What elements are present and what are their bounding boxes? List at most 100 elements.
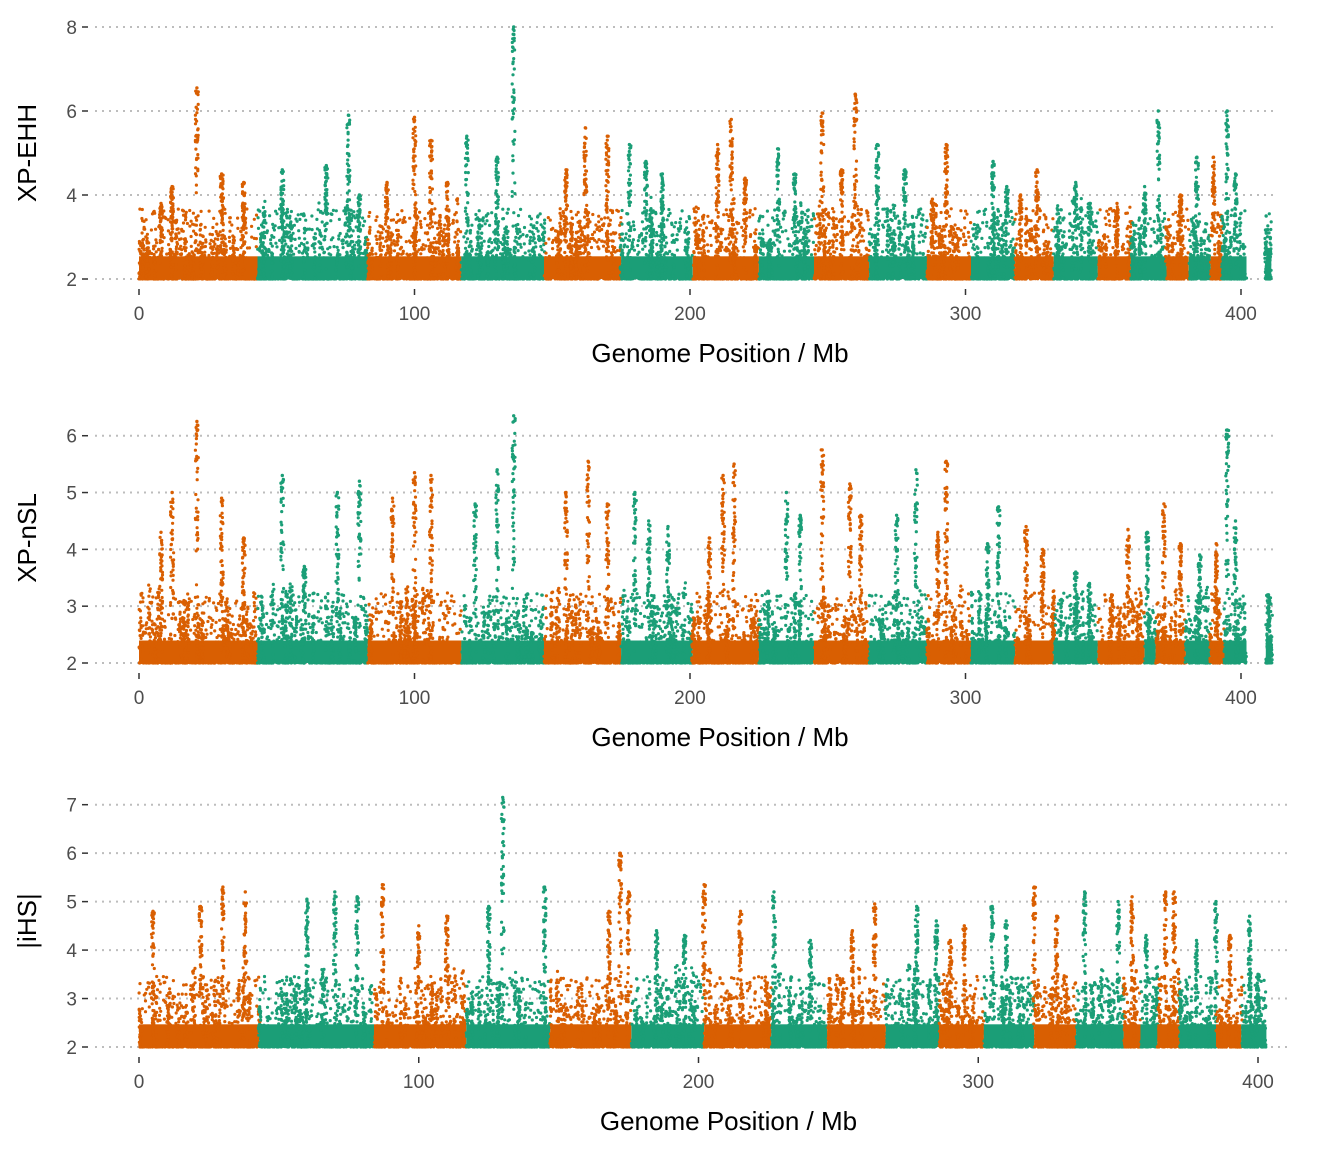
chromosome-14-points (1074, 890, 1126, 1049)
base-band (1140, 1024, 1158, 1047)
x-tick-label: 200 (674, 304, 706, 325)
chromosome-21-points (1264, 593, 1274, 665)
chromosome-12-points (969, 505, 1017, 665)
y-tick-label: 3 (66, 597, 77, 618)
x-tick-label: 400 (1242, 1072, 1274, 1093)
chromosome-6-points (629, 929, 706, 1049)
x-axis-title: Genome Position / Mb (591, 722, 848, 752)
y-tick-label: 6 (66, 102, 77, 123)
chromosome-4-points (459, 25, 547, 281)
base-band (550, 1024, 632, 1047)
chromosome-1-points (137, 885, 262, 1049)
x-axis-title: Genome Position / Mb (600, 1106, 857, 1136)
chromosome-3-points (366, 471, 463, 665)
chromosome-14-points (1052, 180, 1100, 281)
base-band (139, 256, 258, 279)
chromosome-10-points (884, 904, 942, 1049)
chromosome-16-points (1129, 109, 1169, 281)
base-band (1123, 1024, 1141, 1047)
chromosome-7-points (691, 117, 761, 281)
chromosome-16-points (1139, 933, 1160, 1049)
panel-3: 2 3 4 5 6 7 0 100 200 300 400 Genome Position / Mb |… (12, 796, 1290, 1136)
y-axis-title: XP-EHH (12, 104, 42, 202)
chromosome-5-points (542, 126, 623, 281)
chromosome-9-points (812, 448, 871, 665)
chromosome-12-points (969, 159, 1017, 281)
chromosome-1-points (137, 419, 259, 665)
chromosome-13-points (1013, 524, 1057, 665)
y-tick-label: 8 (66, 18, 77, 39)
base-band (1015, 640, 1054, 663)
chromosome-3-points (366, 115, 463, 281)
base-band (704, 1024, 772, 1047)
chromosome-13-points (1013, 168, 1056, 281)
base-band (466, 1024, 551, 1047)
x-tick-label: 300 (962, 1072, 994, 1093)
chromosome-6-points (618, 142, 695, 281)
base-band (544, 640, 622, 663)
chromosome-5-points (548, 851, 633, 1049)
x-axis-title: Genome Position / Mb (591, 338, 848, 368)
base-band (1034, 1024, 1077, 1047)
y-tick-label: 2 (66, 654, 77, 675)
chromosome-18-points (1183, 553, 1212, 665)
data-points (137, 414, 1274, 665)
chromosome-21-points (1263, 212, 1273, 281)
y-axis-title: XP-nSL (12, 493, 42, 583)
chromosome-18-points (1177, 899, 1220, 1049)
chromosome-20-points (1240, 914, 1268, 1049)
chromosome-10-points (867, 142, 929, 281)
chromosome-7-points (701, 883, 773, 1049)
chromosome-19-points (1208, 542, 1226, 665)
x-tick-label: 300 (950, 688, 982, 709)
y-tick-label: 6 (66, 844, 77, 865)
x-tick-label: 400 (1225, 688, 1257, 709)
chromosome-3-points (372, 883, 468, 1049)
x-tick-label: 100 (403, 1072, 435, 1093)
base-band (1097, 256, 1131, 279)
y-tick-label: 2 (66, 1038, 77, 1059)
x-tick-label: 100 (399, 304, 431, 325)
x-tick-label: 0 (134, 304, 145, 325)
base-band (692, 256, 759, 279)
chromosome-15-points (1096, 201, 1134, 281)
base-band (1241, 1024, 1267, 1047)
chromosome-20-points (1222, 428, 1248, 665)
y-tick-label: 3 (66, 990, 77, 1011)
chromosome-17-points (1154, 502, 1188, 665)
chromosome-19-points (1214, 933, 1244, 1049)
chromosome-8-points (769, 890, 829, 1049)
chromosome-9-points (812, 92, 871, 281)
y-tick-label: 7 (66, 796, 77, 817)
chromosome-6-points (619, 490, 695, 665)
chromosome-2-points (256, 890, 376, 1049)
panel-1: 2 4 6 8 0 100 200 300 400 Genome Position / Mb XP-… (12, 18, 1275, 368)
x-tick-label: 200 (674, 688, 706, 709)
chromosome-10-points (867, 468, 929, 665)
chromosome-17-points (1164, 193, 1191, 281)
chromosome-11-points (925, 459, 972, 665)
chromosome-5-points (542, 459, 623, 665)
chromosome-17-points (1155, 890, 1182, 1049)
chromosome-15-points (1096, 527, 1146, 665)
chromosome-2-points (256, 113, 370, 281)
base-band (971, 640, 1016, 663)
y-tick-label: 5 (66, 484, 77, 505)
base-band (1210, 256, 1222, 279)
x-tick-label: 0 (134, 688, 145, 709)
chromosome-1-points (137, 86, 259, 281)
x-tick-label: 0 (134, 1072, 145, 1093)
y-tick-label: 6 (66, 427, 77, 448)
chromosome-14-points (1052, 570, 1100, 665)
chromosome-9-points (826, 902, 888, 1049)
y-tick-label: 4 (66, 186, 77, 207)
y-axis-title: |iHS| (12, 893, 42, 948)
chromosome-18-points (1187, 155, 1213, 281)
chromosome-8-points (757, 490, 815, 665)
chromosome-8-points (757, 147, 816, 281)
panel-2: 2 3 4 5 6 0 100 200 300 400 Genome Position / Mb XP… (12, 414, 1275, 752)
base-band (885, 1024, 940, 1047)
chromosome-11-points (925, 142, 973, 281)
y-tick-label: 4 (66, 941, 77, 962)
